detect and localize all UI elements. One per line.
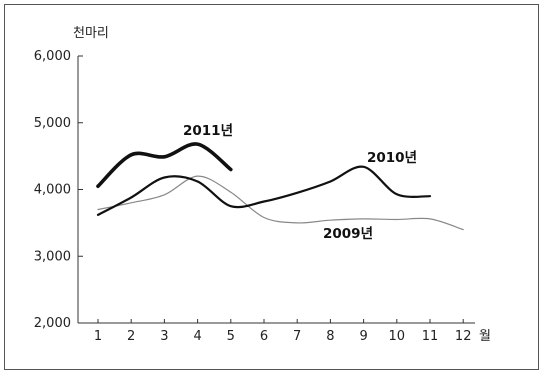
y-tick-label: 2,000 bbox=[34, 316, 71, 331]
x-tick-label: 10 bbox=[389, 329, 406, 344]
series-line-2010 bbox=[96, 165, 432, 216]
x-tick-label: 5 bbox=[227, 329, 235, 344]
x-tick-label: 9 bbox=[359, 329, 367, 344]
series-label-2010: 2010년 bbox=[367, 150, 417, 166]
series-label-layer: 2011년 2010년 2009년 bbox=[183, 123, 417, 242]
series-line-2009 bbox=[97, 175, 464, 231]
series-line-2011 bbox=[96, 142, 233, 188]
y-tick-layer: 2,000 3,000 4,000 5,000 6,000 bbox=[34, 49, 83, 331]
y-tick-label: 6,000 bbox=[34, 49, 71, 64]
x-unit-label: 월 bbox=[479, 329, 491, 344]
x-tick-label: 7 bbox=[293, 329, 301, 344]
x-tick-label: 8 bbox=[326, 329, 334, 344]
y-unit-label: 천마리 bbox=[73, 26, 109, 41]
y-tick-label: 3,000 bbox=[34, 249, 71, 264]
series-label-2009: 2009년 bbox=[323, 226, 373, 242]
series-label-2011: 2011년 bbox=[183, 123, 233, 139]
x-tick-layer: 1 2 3 4 5 6 7 8 9 10 11 12 bbox=[94, 319, 472, 344]
x-tick-label: 4 bbox=[193, 329, 201, 344]
x-tick-label: 2 bbox=[127, 329, 135, 344]
x-tick-label: 6 bbox=[260, 329, 268, 344]
x-tick-label: 3 bbox=[160, 329, 168, 344]
y-tick-label: 4,000 bbox=[34, 183, 71, 198]
y-tick-label: 5,000 bbox=[34, 116, 71, 131]
axis-layer bbox=[77, 56, 475, 324]
x-tick-label: 1 bbox=[94, 329, 102, 344]
x-tick-label: 11 bbox=[422, 329, 439, 344]
series-layer bbox=[96, 142, 464, 231]
x-tick-label: 12 bbox=[455, 329, 472, 344]
